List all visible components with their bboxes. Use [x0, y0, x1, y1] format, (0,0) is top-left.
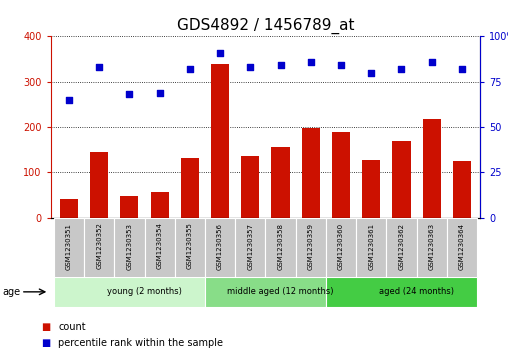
- Bar: [271, 147, 290, 218]
- Text: aged (24 months): aged (24 months): [379, 287, 454, 296]
- Bar: [90, 152, 108, 218]
- Bar: [447, 218, 477, 278]
- Text: ■: ■: [41, 338, 50, 348]
- Text: GSM1230356: GSM1230356: [217, 223, 223, 270]
- Text: GSM1230362: GSM1230362: [398, 223, 404, 270]
- Bar: [265, 218, 296, 278]
- Bar: [205, 218, 235, 278]
- Text: GSM1230364: GSM1230364: [459, 223, 465, 270]
- Bar: [423, 119, 441, 218]
- Point: [458, 66, 466, 72]
- Bar: [144, 218, 175, 278]
- Text: GSM1230355: GSM1230355: [187, 223, 193, 269]
- Text: ■: ■: [41, 322, 50, 332]
- Text: GSM1230353: GSM1230353: [126, 223, 133, 270]
- Bar: [392, 140, 410, 218]
- Text: age: age: [3, 287, 21, 297]
- Point: [65, 97, 73, 103]
- Text: GSM1230361: GSM1230361: [368, 223, 374, 270]
- Bar: [54, 277, 205, 307]
- Text: young (2 months): young (2 months): [107, 287, 182, 296]
- Title: GDS4892 / 1456789_at: GDS4892 / 1456789_at: [177, 17, 354, 33]
- Bar: [362, 160, 380, 218]
- Point: [125, 91, 134, 97]
- Bar: [60, 199, 78, 218]
- Point: [216, 50, 224, 56]
- Text: middle aged (12 months): middle aged (12 months): [227, 287, 334, 296]
- Point: [428, 59, 436, 65]
- Point: [95, 64, 103, 70]
- Bar: [114, 218, 144, 278]
- Point: [367, 70, 375, 76]
- Bar: [302, 128, 320, 218]
- Text: GSM1230359: GSM1230359: [308, 223, 314, 270]
- Bar: [296, 218, 326, 278]
- Text: GSM1230358: GSM1230358: [277, 223, 283, 270]
- Point: [155, 90, 164, 95]
- Bar: [175, 218, 205, 278]
- Point: [397, 66, 405, 72]
- Bar: [54, 218, 84, 278]
- Bar: [235, 218, 265, 278]
- Bar: [181, 158, 199, 218]
- Bar: [332, 131, 350, 218]
- Bar: [387, 218, 417, 278]
- Text: GSM1230352: GSM1230352: [96, 223, 102, 269]
- Point: [186, 66, 194, 72]
- Bar: [356, 218, 387, 278]
- Bar: [417, 218, 447, 278]
- Bar: [120, 196, 139, 218]
- Bar: [241, 156, 260, 218]
- Bar: [326, 218, 356, 278]
- Point: [276, 62, 284, 68]
- Point: [337, 62, 345, 68]
- Text: GSM1230360: GSM1230360: [338, 223, 344, 270]
- Text: GSM1230354: GSM1230354: [156, 223, 163, 269]
- Point: [307, 59, 315, 65]
- Text: GSM1230357: GSM1230357: [247, 223, 253, 270]
- Bar: [150, 192, 169, 218]
- Bar: [205, 277, 326, 307]
- Text: GSM1230363: GSM1230363: [429, 223, 435, 270]
- Bar: [453, 161, 471, 218]
- Bar: [211, 64, 229, 218]
- Point: [246, 64, 255, 70]
- Bar: [84, 218, 114, 278]
- Text: percentile rank within the sample: percentile rank within the sample: [58, 338, 224, 348]
- Bar: [326, 277, 477, 307]
- Text: GSM1230351: GSM1230351: [66, 223, 72, 270]
- Text: count: count: [58, 322, 86, 332]
